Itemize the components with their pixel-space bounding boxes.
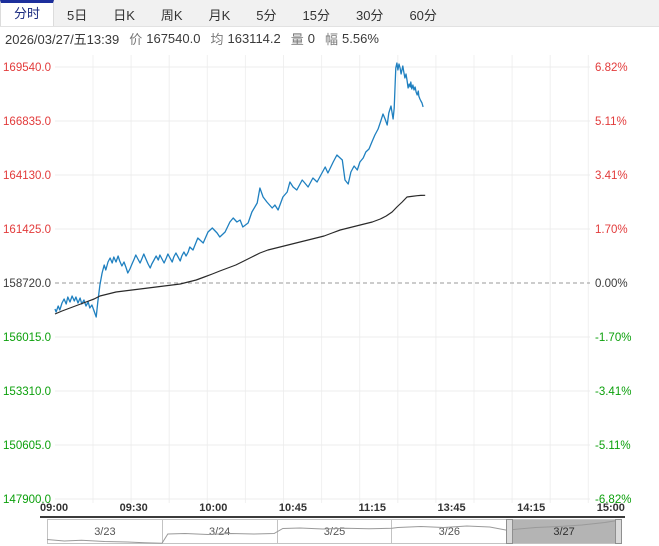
- period-tab-0-active[interactable]: 分时: [0, 0, 55, 26]
- time-axis-label: 13:45: [437, 502, 466, 514]
- range-label: 幅: [325, 31, 339, 47]
- navigator-cell-3[interactable]: 3/26: [392, 519, 508, 544]
- info-bar: 2026/03/27/五13:39 价 167540.0 均 163114.2 …: [0, 27, 659, 49]
- time-axis-label: 14:15: [517, 502, 546, 514]
- y-axis-label-right: -5.11%: [595, 440, 631, 452]
- intraday-chart-area[interactable]: 169540.0 6.82% 166835.0 5.11% 164130.0 3.41% 1…: [0, 49, 659, 517]
- period-tab-3[interactable]: 周K: [160, 8, 183, 23]
- y-axis-label-right: 3.41%: [595, 170, 628, 182]
- time-axis: 09:00 09:30 10:00 10:45 11:15 13:45 14:15 15:00: [40, 502, 625, 514]
- y-axis-label-left: 166835.0: [3, 116, 51, 128]
- navigator-cell-2[interactable]: 3/25: [277, 519, 393, 544]
- period-tab-6[interactable]: 15分: [302, 8, 330, 23]
- date-navigator-track[interactable]: 3/23 3/24 3/25 3/26 3/27: [47, 519, 622, 544]
- y-axis-label-left: 156015.0: [3, 332, 51, 344]
- y-axis-label-left: 158720.0: [3, 278, 51, 290]
- y-axis-label-right: 5.11%: [595, 116, 627, 128]
- y-axis-label-left: 153310.0: [3, 386, 51, 398]
- average-label: 均: [210, 31, 224, 47]
- volume-label: 量: [290, 31, 304, 47]
- date-navigator: 3/23 3/24 3/25 3/26 3/27: [40, 516, 625, 544]
- navigator-cell-1[interactable]: 3/24: [162, 519, 278, 544]
- volume-value: 0: [307, 30, 315, 46]
- time-axis-label: 10:00: [199, 502, 228, 514]
- price-label: 价: [129, 31, 143, 47]
- quote-datetime: 2026/03/27/五13:39: [5, 31, 120, 47]
- range-value: 5.56%: [342, 30, 379, 46]
- y-axis-label-left: 164130.0: [3, 170, 51, 182]
- navigator-cell-4-selected[interactable]: 3/27: [506, 519, 622, 544]
- navigator-right-handle[interactable]: [614, 519, 622, 544]
- y-axis-label-right: -1.70%: [595, 332, 631, 344]
- average-value: 163114.2: [227, 30, 281, 46]
- y-axis-label-left: 150605.0: [3, 440, 51, 452]
- y-axis-label-right: -6.82%: [595, 494, 631, 506]
- price-line: [54, 62, 424, 318]
- y-axis-label-right: 6.82%: [595, 62, 628, 74]
- time-axis-label: 09:00: [40, 502, 69, 514]
- time-axis-label: 11:15: [358, 502, 387, 514]
- y-axis-label-right: 1.70%: [595, 224, 628, 236]
- period-tab-2[interactable]: 日K: [113, 8, 135, 23]
- average-line: [54, 194, 426, 315]
- period-tab-7[interactable]: 30分: [355, 8, 384, 23]
- navigator-left-handle[interactable]: [506, 519, 514, 544]
- y-axis-label-left: 147900.0: [3, 494, 51, 506]
- y-axis-label-left: 169540.0: [3, 62, 51, 74]
- period-tab-4[interactable]: 月K: [208, 8, 231, 23]
- y-axis-label-left: 161425.0: [3, 224, 51, 236]
- time-axis-label: 10:45: [278, 502, 308, 514]
- price-value: 167540.0: [146, 30, 201, 46]
- y-axis-label-right: 0.00%: [595, 278, 628, 290]
- period-tab-bar: 分时 5日 日K 周K 月K 5分 15分 30分 60分: [0, 0, 659, 27]
- period-tab-8[interactable]: 60分: [409, 8, 437, 23]
- time-axis-label: 09:30: [119, 502, 148, 514]
- time-axis-label: 15:00: [596, 502, 625, 514]
- intraday-chart-canvas[interactable]: 169540.0 6.82% 166835.0 5.11% 164130.0 3.41% 1…: [0, 49, 659, 517]
- period-tab-5[interactable]: 5分: [256, 8, 277, 23]
- period-tab-1[interactable]: 5日: [67, 8, 88, 23]
- y-axis-label-right: -3.41%: [595, 386, 631, 398]
- navigator-cell-0[interactable]: 3/23: [47, 519, 163, 544]
